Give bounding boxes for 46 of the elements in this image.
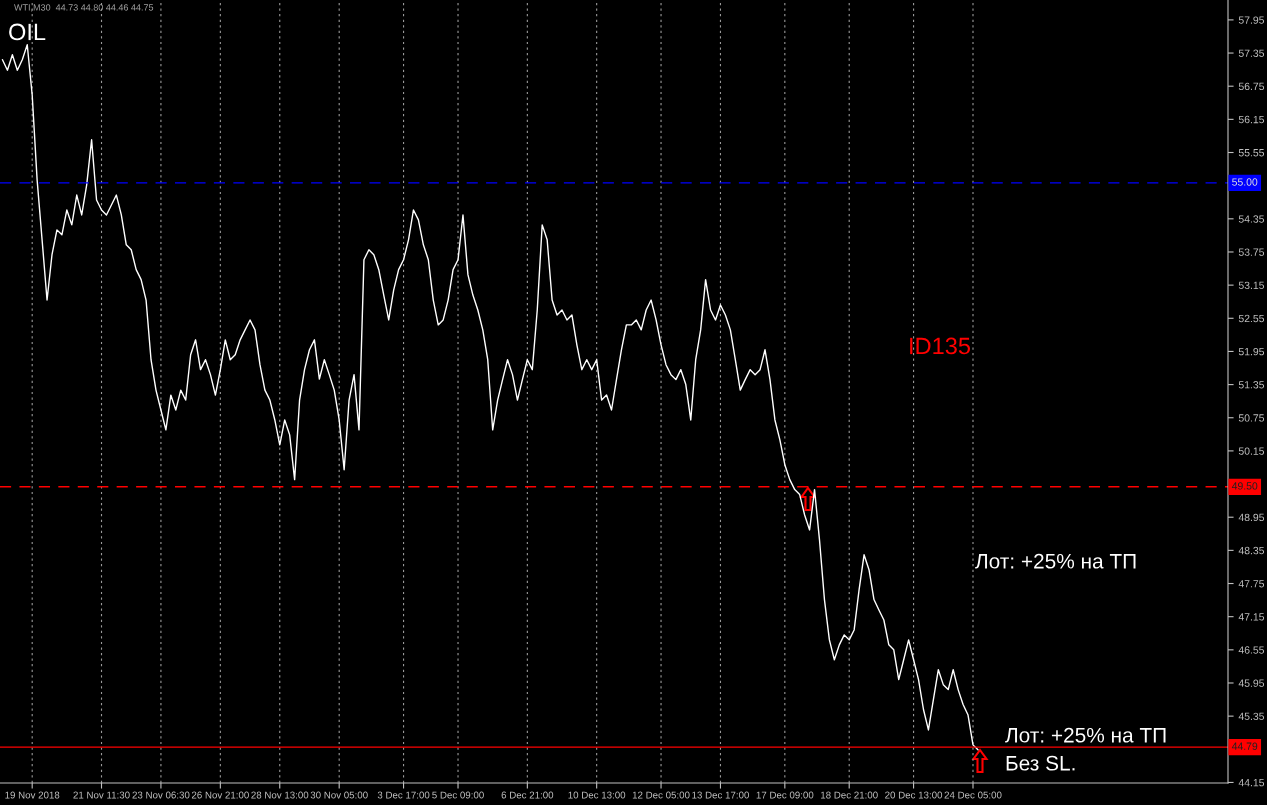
x-tick-label: 24 Dec 05:00 [944, 791, 1002, 799]
y-tick-label: 50.75 [1238, 414, 1265, 422]
y-tick-label: 53.75 [1238, 248, 1265, 256]
y-tick-label: 56.75 [1238, 82, 1265, 91]
annotation: Без SL. [1006, 755, 1075, 771]
y-tick-label: 56.15 [1238, 115, 1265, 124]
chart-subtitle: WTI,M30 44.73 44.80 44.46 44.75 [14, 4, 154, 12]
annotation: Лот: +25% на ТП [1005, 727, 1166, 743]
y-tick-label: 51.35 [1238, 381, 1265, 389]
x-tick-label: 26 Nov 21:00 [191, 791, 249, 799]
y-tick-label: 47.15 [1238, 613, 1265, 621]
y-tick-label: 46.55 [1238, 646, 1265, 654]
x-tick-label: 10 Dec 13:00 [568, 791, 626, 799]
y-tick-label: 54.35 [1238, 215, 1265, 223]
x-tick-label: 18 Dec 21:00 [821, 791, 878, 799]
annotation: ID135 [910, 337, 971, 355]
x-tick-label: 21 Nov 11:30 [73, 791, 130, 799]
x-tick-label: 5 Dec 09:00 [432, 791, 484, 799]
y-tick-label: 50.15 [1238, 447, 1265, 455]
x-tick-label: 12 Dec 05:00 [632, 791, 690, 799]
ref-line-label: 49.50 [1231, 482, 1258, 490]
y-tick-label: 55.55 [1238, 149, 1265, 157]
x-tick-label: 23 Nov 06:30 [132, 791, 190, 799]
x-tick-label: 30 Nov 05:00 [310, 791, 368, 799]
y-tick-label: 57.35 [1238, 49, 1265, 57]
ref-line-label: 55.00 [1232, 178, 1258, 186]
x-tick-label: 13 Dec 17:00 [692, 791, 749, 799]
ref-line-label: 44.79 [1231, 742, 1258, 750]
y-tick-label: 48.95 [1238, 513, 1265, 522]
y-tick-label: 47.75 [1238, 580, 1265, 588]
y-tick-label: 45.95 [1238, 679, 1265, 687]
y-tick-label: 52.55 [1238, 314, 1265, 323]
text: OIL [9, 23, 46, 41]
x-tick-label: 3 Dec 17:00 [377, 791, 430, 799]
y-tick-label: 48.35 [1238, 546, 1265, 555]
annotation: Лот: +25% на ТП [975, 553, 1136, 569]
y-tick-label: 45.35 [1238, 712, 1265, 721]
x-tick-label: 6 Dec 21:00 [501, 791, 554, 799]
x-tick-label: 20 Dec 13:00 [885, 791, 943, 799]
x-tick-label: 17 Dec 09:00 [756, 791, 814, 799]
y-tick-label: 44.15 [1238, 779, 1265, 787]
y-tick-label: 53.15 [1238, 281, 1265, 290]
y-tick-label: 51.95 [1238, 347, 1265, 356]
x-tick-label: 28 Nov 13:00 [251, 791, 309, 799]
y-tick-label: 57.95 [1238, 16, 1265, 24]
x-tick-label: 19 Nov 2018 [5, 791, 60, 799]
